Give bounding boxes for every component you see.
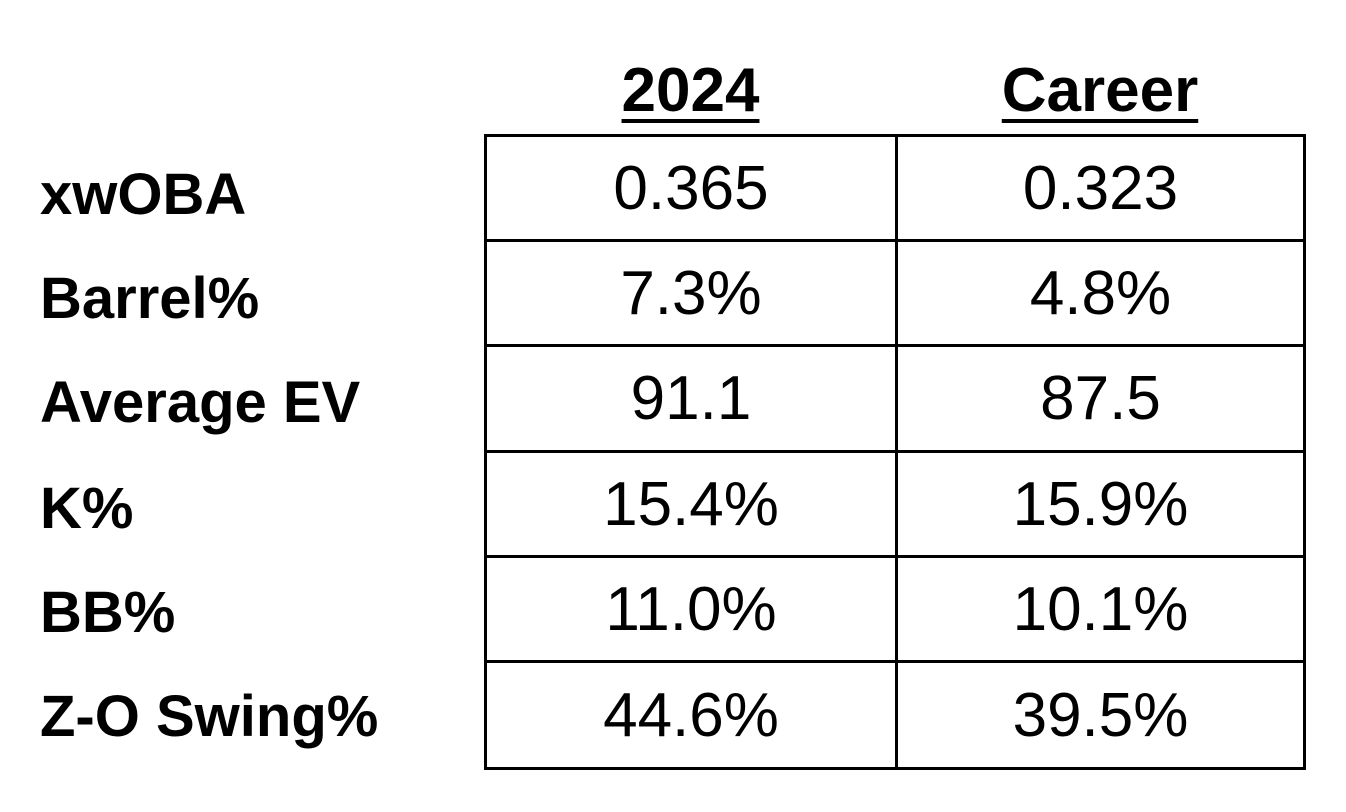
row-label-xwoba: xwOBA	[40, 162, 247, 227]
column-header-2024: 2024	[621, 55, 760, 125]
cell-bb-pct-career: 10.1%	[1012, 574, 1189, 644]
cell-z-o-swing-pct-career: 39.5%	[1012, 680, 1189, 750]
cell-z-o-swing-pct-2024: 44.6%	[603, 680, 779, 750]
cell-barrel-pct-career: 4.8%	[1029, 258, 1172, 328]
column-header-career: Career	[1001, 55, 1199, 125]
cell-xwoba-career: 0.323	[1022, 153, 1179, 223]
row-label-k-pct: K%	[40, 476, 134, 541]
cell-bb-pct-2024: 11.0%	[605, 574, 777, 644]
row-label-z-o-swing-pct: Z-O Swing%	[40, 684, 379, 749]
stats-table: 0.365 0.323 7.3% 4.8% 91.1 87.5 15.4% 15…	[484, 134, 1306, 770]
cell-average-ev-career: 87.5	[1040, 364, 1161, 433]
cell-barrel-pct-2024: 7.3%	[620, 258, 762, 328]
row-label-average-ev: Average EV	[40, 370, 361, 435]
row-divider	[487, 239, 1303, 242]
cell-average-ev-2024: 91.1	[630, 364, 752, 433]
row-divider	[487, 660, 1303, 663]
row-label-barrel-pct: Barrel%	[40, 266, 260, 331]
cell-k-pct-career: 15.9%	[1012, 469, 1189, 539]
row-divider	[487, 450, 1303, 453]
cell-k-pct-2024: 15.4%	[603, 469, 779, 539]
row-label-bb-pct: BB%	[40, 580, 176, 645]
row-divider	[487, 555, 1303, 558]
cell-xwoba-2024: 0.365	[613, 153, 769, 223]
row-divider	[487, 344, 1303, 347]
